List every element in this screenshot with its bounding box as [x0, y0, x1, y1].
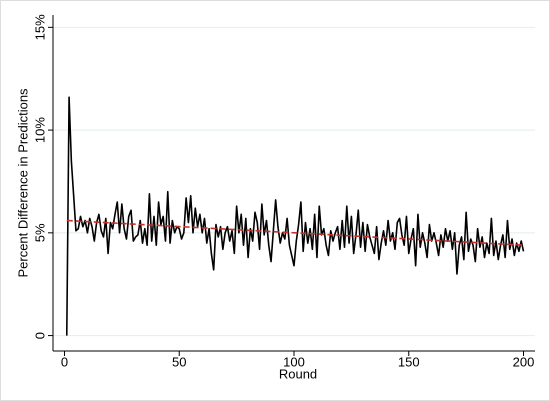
trend-line [66, 219, 524, 246]
data-line [65, 96, 525, 336]
y-tick-label: 5% [32, 223, 47, 242]
x-tick-label: 0 [61, 354, 68, 369]
plot-area [53, 15, 535, 351]
y-tick-label: 15% [32, 14, 47, 40]
x-axis-label: Round [279, 366, 317, 381]
x-tick-label: 150 [398, 354, 420, 369]
x-tick-label: 200 [513, 354, 535, 369]
x-tick-label: 100 [283, 354, 305, 369]
y-axis-label: Percent Difference in Predictions [15, 88, 30, 278]
y-tick-label: 0 [32, 332, 47, 339]
y-tick-label: 10% [32, 117, 47, 143]
x-tick-label: 50 [172, 354, 186, 369]
